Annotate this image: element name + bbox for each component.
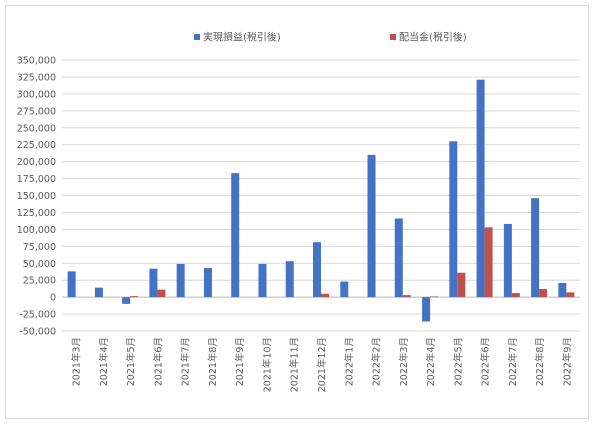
y-tick-label: 50,000 (23, 259, 56, 270)
x-tick-label: 2022年1月 (343, 337, 355, 386)
realized-pnl-bar (340, 281, 349, 298)
x-axis: 2021年3月 2021年4月 2021年5月 2021年6月 2021年7月 2021年… (71, 337, 574, 392)
y-tick-label: 125,000 (17, 208, 56, 219)
x-tick-label: 2021年7月 (180, 337, 192, 386)
realized-pnl-bar (422, 297, 431, 322)
x-tick-label: 2021年11月 (289, 337, 301, 392)
bars (67, 79, 575, 322)
x-tick-label: 2021年6月 (152, 337, 164, 386)
x-tick-label: 2022年7月 (507, 337, 519, 386)
x-tick-label: 2022年5月 (452, 337, 464, 386)
realized-pnl-bar (258, 263, 267, 298)
realized-pnl-bar (94, 287, 103, 298)
x-tick-label: 2022年4月 (425, 337, 437, 386)
dividend-bar (511, 293, 520, 298)
x-tick-label: 2021年10月 (261, 337, 273, 392)
realized-pnl-bar (503, 223, 512, 298)
y-tick-label: 0 (50, 293, 56, 304)
dividend-bar (566, 292, 575, 298)
y-tick-label: 300,000 (17, 89, 56, 100)
y-tick-label: 175,000 (17, 174, 56, 185)
y-tick-label: 325,000 (17, 72, 56, 83)
y-tick-label: 350,000 (17, 56, 56, 67)
y-tick-label: 275,000 (17, 106, 56, 117)
realized-pnl-bar (149, 268, 158, 298)
realized-pnl-bar (203, 267, 212, 298)
legend-swatch-dividend (390, 34, 396, 40)
y-tick-label: 250,000 (17, 123, 56, 134)
realized-pnl-bar (558, 282, 567, 298)
legend-swatch-realized-pnl (194, 34, 200, 40)
dividend-bar (539, 288, 548, 298)
realized-pnl-bar (122, 297, 131, 304)
y-tick-label: 75,000 (23, 242, 56, 253)
x-tick-label: 2021年4月 (98, 337, 110, 386)
realized-pnl-bar (394, 218, 403, 298)
y-tick-label: 100,000 (17, 225, 56, 236)
x-tick-label: 2021年8月 (207, 337, 219, 386)
realized-pnl-bar (67, 271, 76, 298)
realized-pnl-bar (476, 79, 485, 298)
realized-pnl-bar (367, 154, 376, 298)
dividend-bar (402, 295, 411, 298)
x-tick-label: 2022年3月 (398, 337, 410, 386)
dividend-bar (321, 293, 329, 298)
y-tick-label: 25,000 (23, 276, 56, 287)
x-tick-label: 2021年5月 (125, 337, 137, 386)
legend: 実現損益(税引後) 配当金(税引後) (194, 31, 467, 44)
x-tick-label: 2021年3月 (71, 337, 83, 386)
realized-pnl-bar (231, 173, 240, 298)
y-tick-label: -50,000 (19, 327, 56, 338)
x-tick-label: 2022年6月 (480, 337, 492, 386)
x-tick-label: 2021年12月 (316, 337, 328, 392)
realized-pnl-bar (531, 198, 540, 298)
dividend-bar (130, 296, 139, 298)
x-tick-label: 2022年2月 (371, 337, 383, 386)
y-tick-label: 150,000 (17, 191, 56, 202)
x-tick-label: 2022年9月 (561, 337, 573, 386)
legend-label-dividend: 配当金(税引後) (399, 31, 467, 44)
y-tick-label: 200,000 (17, 157, 56, 168)
realized-pnl-bar (285, 261, 294, 298)
dividend-bar (484, 227, 493, 298)
dividend-bar (157, 289, 166, 298)
y-axis: -50,000 -25,000 0 25,000 50,000 75,000 100,000… (17, 56, 56, 338)
dividend-bar (457, 272, 466, 298)
y-tick-label: 225,000 (17, 140, 56, 151)
realized-pnl-bar (176, 263, 185, 298)
realized-pnl-bar (449, 141, 458, 298)
x-tick-label: 2022年8月 (534, 337, 546, 386)
dividend-bar (430, 296, 439, 298)
y-tick-label: -25,000 (19, 310, 56, 321)
legend-label-realized-pnl: 実現損益(税引後) (203, 31, 281, 44)
x-tick-label: 2021年9月 (234, 337, 246, 386)
realized-pnl-bar (313, 242, 321, 298)
